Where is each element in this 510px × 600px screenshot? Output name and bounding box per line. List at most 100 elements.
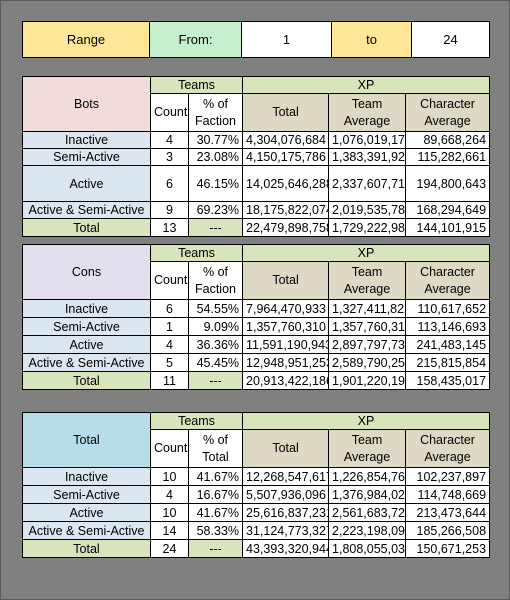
xp-total-header: Total (242, 93, 330, 132)
section-table-cons: Cons Teams XP Count % of Faction Total Team Aver… (22, 244, 491, 390)
team-average-line1: Team (351, 432, 383, 447)
table-row: Active 6 46.15% 14,025,646,288 2,337,607,715… (22, 165, 491, 202)
character-average-cell: 215,815,854 (405, 353, 491, 372)
character-average-header: Character Average (405, 429, 491, 468)
pct-cell: 58.33% (187, 521, 244, 540)
row-label: Active (22, 503, 151, 522)
pct-cell: 16.67% (187, 485, 244, 504)
total-label: Total (22, 539, 151, 558)
xp-total-cell: 25,616,837,231 (242, 503, 330, 522)
team-average-cell: 2,337,607,715 (328, 165, 407, 202)
character-average-cell: 114,748,669 (405, 485, 491, 504)
xp-total-cell: 5,507,936,096 (242, 485, 330, 504)
pct-cell: 23.08% (187, 148, 244, 166)
xp-total-cell: 12,948,951,253 (242, 353, 330, 372)
range-from-value[interactable]: 1 (241, 21, 332, 58)
row-label: Inactive (22, 467, 151, 486)
table-row: Semi-Active 1 9.09% 1,357,760,310 1,357,760,… (22, 317, 491, 336)
team-average-header: Team Average (328, 93, 407, 132)
xp-total-cell: 12,268,547,617 (242, 467, 330, 486)
pct-cell: 36.36% (187, 335, 244, 354)
teams-header: Teams (149, 76, 244, 94)
total-count: 24 (150, 539, 189, 558)
row-label: Semi-Active (22, 148, 151, 166)
character-average-line1: Character (420, 432, 475, 447)
xp-total-cell: 1,357,760,310 (242, 317, 330, 336)
table-row: Active 4 36.36% 11,591,190,943 2,897,797,736… (22, 335, 491, 354)
table-row: Inactive 10 41.67% 12,268,547,617 1,226,854,… (22, 467, 491, 486)
team-average-cell: 2,019,535,786 (328, 201, 407, 219)
table-row: Active & Semi-Active 5 45.45% 12,948,951,25… (22, 353, 491, 372)
total-team-average: 1,729,222,981 (328, 218, 407, 237)
team-average-header: Team Average (328, 429, 407, 468)
total-xp-total: 22,479,898,758 (242, 218, 330, 237)
team-average-cell: 2,561,683,723 (328, 503, 407, 522)
section-name: Cons (22, 244, 151, 300)
pct-header: % of Total (187, 429, 244, 468)
character-average-cell: 194,800,643 (405, 165, 491, 202)
xp-total-header: Total (242, 429, 330, 468)
total-label: Total (22, 371, 151, 390)
total-row: Total 24 --- 43,393,320,944 1,808,055,039 150… (22, 539, 491, 558)
table-row: Semi-Active 3 23.08% 4,150,175,786 1,383,391… (22, 148, 491, 166)
character-average-line2: Average (424, 449, 471, 464)
section-name: Bots (22, 76, 151, 132)
team-average-cell: 2,589,790,251 (328, 353, 407, 372)
xp-total-cell: 11,591,190,943 (242, 335, 330, 354)
total-pct: --- (187, 218, 244, 237)
xp-total-cell: 31,124,773,327 (242, 521, 330, 540)
count-cell: 3 (150, 148, 189, 166)
team-average-line1: Team (351, 96, 383, 111)
count-cell: 4 (150, 131, 189, 149)
xp-total-cell: 7,964,470,933 (242, 299, 330, 318)
row-label: Active & Semi-Active (22, 521, 151, 540)
count-cell: 1 (150, 317, 189, 336)
xp-total-cell: 4,150,175,786 (242, 148, 330, 166)
character-average-cell: 213,473,644 (405, 503, 491, 522)
pct-header-line1: % of (203, 432, 229, 447)
pct-header: % of Faction (187, 261, 244, 300)
range-label: Range (22, 21, 150, 58)
table-row: Inactive 6 54.55% 7,964,470,933 1,327,411,82… (22, 299, 491, 318)
row-label: Semi-Active (22, 485, 151, 504)
total-character-average: 150,671,253 (405, 539, 491, 558)
count-cell: 4 (150, 485, 189, 504)
xp-total-cell: 4,304,076,684 (242, 131, 330, 149)
character-average-cell: 241,483,145 (405, 335, 491, 354)
total-count: 13 (150, 218, 189, 237)
total-row: Total 13 --- 22,479,898,758 1,729,222,981 144… (22, 218, 491, 237)
character-average-line1: Character (420, 96, 475, 111)
table-row: Active 10 41.67% 25,616,837,231 2,561,683,72… (22, 503, 491, 522)
total-pct: --- (187, 539, 244, 558)
total-label: Total (22, 218, 151, 237)
character-average-header: Character Average (405, 261, 491, 300)
team-average-cell: 1,226,854,762 (328, 467, 407, 486)
team-average-cell: 1,357,760,310 (328, 317, 407, 336)
character-average-cell: 102,237,897 (405, 467, 491, 486)
pct-cell: 45.45% (187, 353, 244, 372)
teams-header: Teams (149, 412, 244, 430)
count-cell: 9 (150, 201, 189, 219)
pct-cell: 41.67% (187, 503, 244, 522)
character-average-cell: 113,146,693 (405, 317, 491, 336)
team-average-line2: Average (343, 113, 391, 128)
team-average-cell: 2,897,797,736 (328, 335, 407, 354)
total-team-average: 1,901,220,199 (328, 371, 407, 390)
row-label: Active (22, 165, 151, 202)
row-label: Inactive (22, 131, 151, 149)
range-to-value[interactable]: 24 (411, 21, 490, 58)
range-to-label: to (331, 21, 412, 58)
xp-total-cell: 18,175,822,074 (242, 201, 330, 219)
pct-cell: 30.77% (187, 131, 244, 149)
section-table-total: Total Teams XP Count% of Total Total Team Avera… (22, 412, 491, 558)
total-xp-total: 20,913,422,186 (242, 371, 330, 390)
row-label: Semi-Active (22, 317, 151, 336)
row-label: Active (22, 335, 151, 354)
xp-total-cell: 14,025,646,288 (242, 165, 330, 202)
team-average-line2: Average (343, 449, 391, 464)
xp-total-header: Total (242, 261, 330, 300)
xp-header: XP (242, 412, 491, 430)
total-team-average: 1,808,055,039 (328, 539, 407, 558)
pct-header-line1: % of (203, 96, 229, 111)
section-table-bots: Bots Teams XP Count % of Faction Total Team Aver… (22, 76, 491, 237)
